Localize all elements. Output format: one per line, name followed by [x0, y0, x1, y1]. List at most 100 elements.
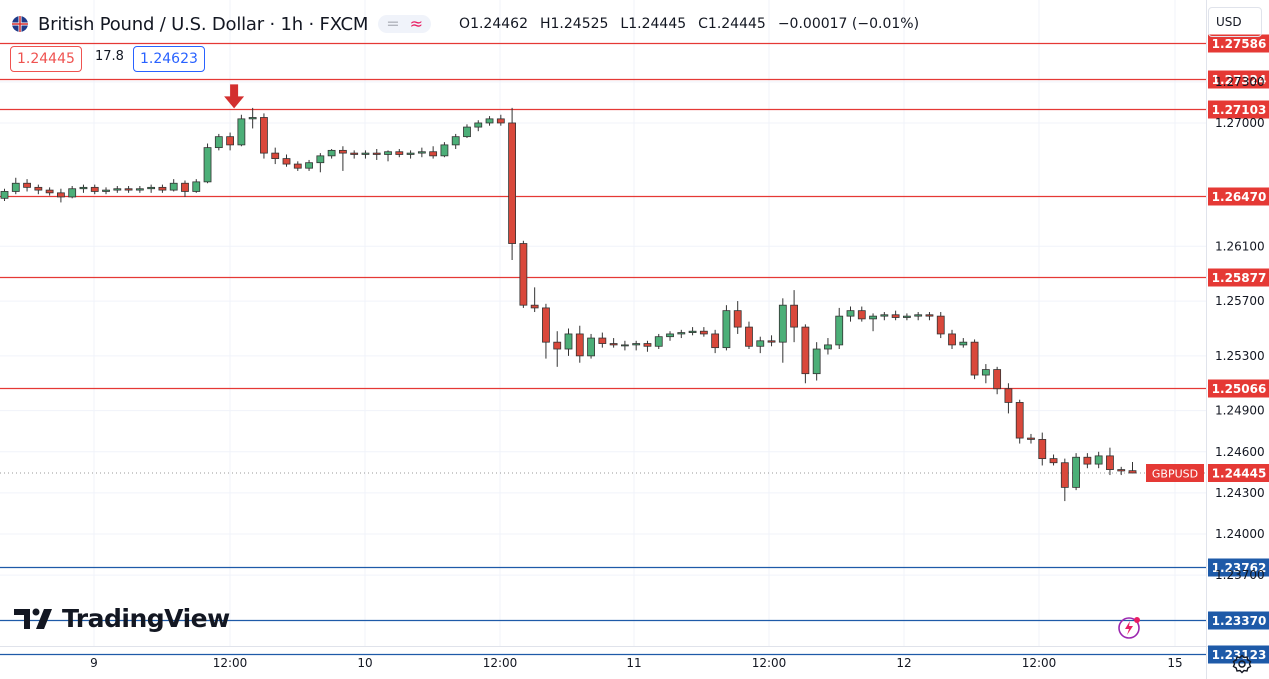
x-tick-label: 12:00 [752, 656, 787, 670]
candle-body [181, 182, 189, 192]
candle-body [361, 152, 370, 155]
candle-body [1094, 455, 1103, 465]
candle-body [745, 326, 753, 347]
high-label: H [539, 16, 551, 32]
candle-body [1015, 402, 1024, 439]
candle-body [621, 344, 629, 347]
candle-body [451, 136, 460, 146]
level-label: 1.27103 [1212, 103, 1267, 117]
chart-header: British Pound / U.S. Dollar · 1h · FXCM … [12, 12, 919, 36]
equals-icon: = [386, 14, 400, 33]
buy-button[interactable]: 1.24623 [133, 46, 205, 72]
candle-body [609, 343, 618, 346]
candle-body [666, 333, 674, 338]
candle-body [575, 333, 584, 357]
level-label-bg [1208, 70, 1269, 89]
candle-body [1038, 439, 1047, 460]
x-tick-label: 11 [626, 656, 641, 670]
candle-body [903, 315, 911, 318]
indicator-pill[interactable]: = ≈ [378, 14, 432, 33]
arrow-marker [224, 84, 245, 109]
candle-body [835, 315, 844, 346]
candle-body [68, 188, 77, 198]
candle-body [271, 152, 280, 159]
candle-body [587, 337, 595, 357]
candle-body [237, 118, 246, 146]
candle-body [260, 117, 268, 154]
candle-body [925, 314, 934, 317]
price-axis[interactable]: 1.27300 1.27000 1.26100 1.25700 1.25300 1.249… [1146, 75, 1269, 582]
gear-icon[interactable] [1232, 654, 1252, 674]
close-label: C [698, 16, 708, 32]
candle-body [519, 243, 528, 306]
candle-body [756, 340, 765, 347]
candle-body [147, 186, 156, 190]
candle-body [801, 326, 810, 375]
level-label-bg [1208, 645, 1269, 664]
y-tick-label: 1.25300 [1215, 349, 1265, 363]
high-value: 1.24525 [550, 16, 609, 32]
candle-body [474, 122, 483, 128]
tradingview-logo: TradingView [14, 604, 230, 633]
candle-body [598, 337, 607, 344]
candle-body [688, 330, 697, 333]
lightning-icon[interactable] [1115, 614, 1143, 642]
candle-body [113, 188, 122, 191]
candle-body [869, 315, 877, 320]
candle-body [417, 151, 426, 154]
candle-body [169, 182, 178, 191]
y-tick-label: 1.27000 [1215, 116, 1265, 130]
candle-body [1004, 388, 1013, 403]
level-label-bg [1208, 611, 1269, 630]
candle-body [857, 310, 866, 320]
candle-body [395, 151, 404, 155]
candle-body [1072, 456, 1080, 488]
uk-us-flag-icon [12, 16, 28, 32]
candle-body [384, 151, 392, 155]
candle-body [722, 310, 731, 349]
candle-body [248, 117, 257, 120]
candle-body [1128, 470, 1137, 474]
time-axis[interactable]: 9 12:00 10 12:00 11 12:00 12 12:00 15 [90, 656, 1182, 670]
wave-icon: ≈ [409, 14, 424, 33]
candle-body [57, 192, 65, 198]
candle-body [1106, 455, 1114, 470]
sell-button[interactable]: 1.24445 [10, 46, 82, 72]
level-label: 1.23370 [1212, 614, 1267, 628]
candle-body [846, 310, 855, 317]
candle-body [733, 310, 742, 328]
horizontal-levels[interactable]: 1.27586 1.27324 1.27103 1.26470 1.25877 1.250… [0, 34, 1269, 664]
level-label: 1.27324 [1212, 73, 1267, 87]
candle-body [203, 147, 212, 183]
level-label: 1.23123 [1212, 648, 1267, 662]
symbol-title[interactable]: British Pound / U.S. Dollar · 1h · FXCM [38, 13, 369, 35]
currency-button[interactable]: USD [1208, 7, 1262, 37]
candle-body [158, 186, 167, 191]
level-label-bg [1208, 100, 1269, 119]
candle-body [485, 118, 494, 124]
ohlc-readout: O1.24462 H1.24525 L1.24445 C1.24445 −0.0… [459, 16, 919, 32]
candle-body [1027, 437, 1035, 440]
candle-body [959, 341, 968, 346]
candle-body [372, 152, 381, 155]
candle-body [1083, 456, 1092, 465]
last-price-label: 1.24445 [1212, 467, 1267, 481]
candle-body [914, 314, 923, 317]
level-label: 1.25066 [1212, 382, 1267, 396]
y-tick-label: 1.27300 [1215, 75, 1265, 89]
candle-body [824, 344, 832, 350]
level-label-bg [1208, 558, 1269, 577]
candle-body [293, 163, 302, 169]
level-label-bg [1208, 379, 1269, 398]
candle-body [1117, 469, 1126, 472]
candle-body [214, 136, 223, 149]
candle-body [34, 186, 43, 191]
candle-body [1060, 462, 1069, 488]
candle-body [632, 343, 641, 346]
level-label: 1.25877 [1212, 271, 1267, 285]
candle-body [542, 307, 550, 343]
candle-body [305, 162, 313, 169]
